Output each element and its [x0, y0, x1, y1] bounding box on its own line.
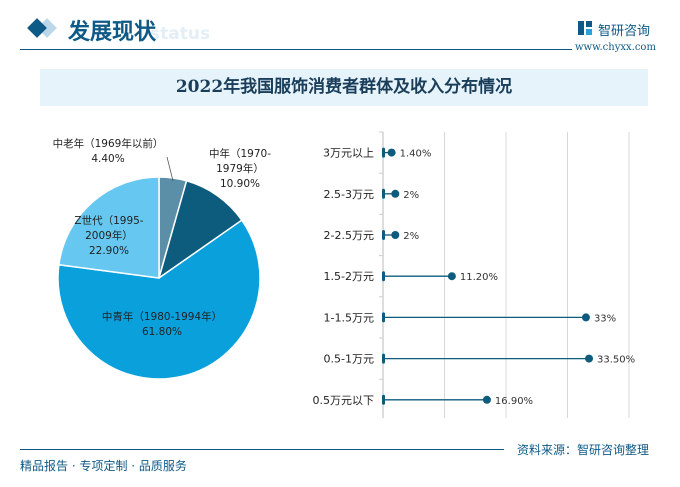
lollipop-base — [382, 147, 385, 158]
lollipop-base — [382, 394, 385, 405]
source-note: 资料来源：智研咨询整理 — [517, 443, 650, 457]
pie-slice — [57, 219, 261, 380]
header-divider — [20, 49, 572, 50]
data-label: 33% — [594, 313, 616, 324]
lollipop-dot — [585, 354, 594, 363]
pie-category-label: 中青年（1980-1994年） — [102, 310, 222, 323]
y-tick-label: 1.5-2万元 — [324, 270, 374, 283]
lollipop-dot — [581, 313, 590, 322]
pie-category-label: 中年（1970- — [209, 147, 271, 160]
y-tick-label: 1-1.5万元 — [324, 311, 374, 324]
y-tick-label: 0.5万元以下 — [313, 394, 375, 407]
brand-url: www.chyxx.com — [575, 42, 656, 53]
pie-value-label: 4.40% — [91, 153, 124, 165]
chart-title: 2022年我国服饰消费者群体及收入分布情况 — [175, 77, 513, 97]
footer-divider — [20, 449, 504, 450]
header-subtitle-en: status — [150, 24, 211, 44]
lollipop-dot — [387, 148, 396, 157]
brand-logo-icon — [578, 21, 592, 35]
data-label: 2% — [403, 190, 419, 201]
data-label: 11.20% — [460, 272, 498, 283]
lollipop-base — [382, 230, 385, 240]
data-label: 1.40% — [400, 149, 432, 160]
pie-slice — [58, 176, 160, 279]
data-label: 16.90% — [495, 396, 533, 407]
section-title: 发展现状 — [68, 19, 157, 45]
data-label: 33.50% — [597, 355, 635, 366]
lollipop-dot — [391, 231, 400, 239]
data-label: 2% — [403, 231, 419, 242]
y-tick-label: 2.5-3万元 — [324, 188, 374, 201]
y-tick-label: 0.5-1万元 — [324, 353, 374, 366]
pie-category-label: 2009年） — [85, 229, 133, 242]
lollipop-dot — [482, 395, 491, 404]
leader-line — [166, 156, 174, 182]
lollipop-dot — [391, 189, 400, 198]
pie-category-label: Z世代（1995- — [74, 215, 143, 227]
chart-title-box: 2022年我国服饰消费者群体及收入分布情况 — [40, 69, 648, 106]
lollipop-base — [382, 312, 385, 323]
brand-name: 智研咨询 — [598, 24, 651, 39]
pie-value-label: 10.90% — [220, 178, 260, 190]
lollipop-dot — [447, 272, 456, 281]
lollipop-base — [382, 353, 385, 364]
pie-value-label: 61.80% — [142, 326, 182, 338]
y-tick-label: 2-2.5万元 — [324, 229, 374, 242]
y-tick-label: 3万元以上 — [323, 147, 374, 160]
lollipop-base — [382, 271, 385, 282]
lollipop-base — [382, 188, 385, 199]
pie-value-label: 22.90% — [89, 245, 129, 257]
pie-slice — [157, 179, 243, 280]
footer-slogan: 精品报告 · 专项定制 · 品质服务 — [20, 459, 187, 473]
pie-category-label: 1979年） — [216, 162, 264, 175]
pie-category-label: 中老年（1969年以前） — [53, 137, 164, 150]
